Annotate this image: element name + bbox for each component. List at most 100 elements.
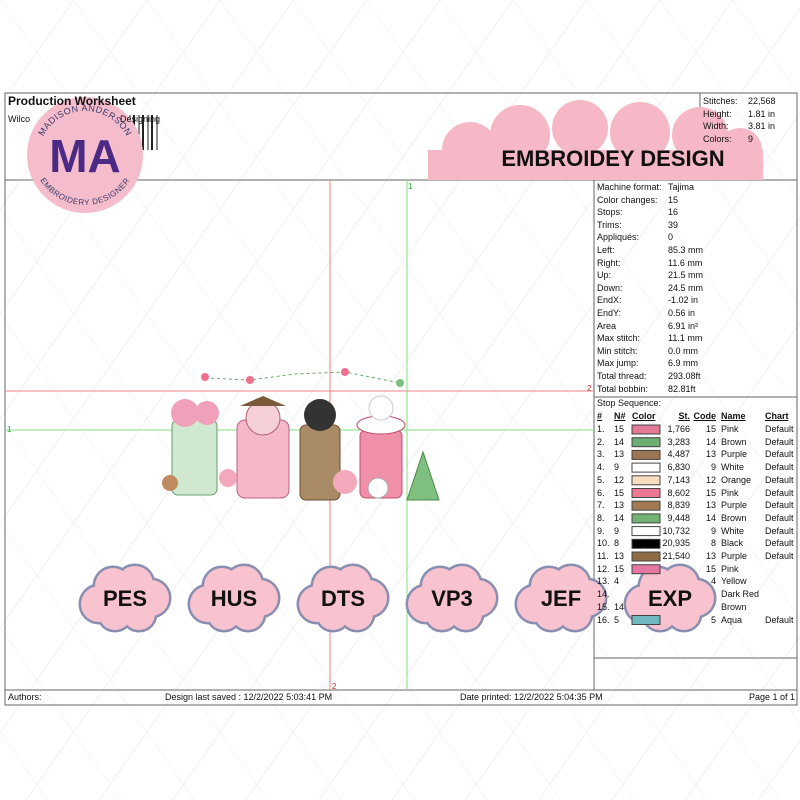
row-stitches: 8,839	[667, 500, 690, 511]
color-swatch	[631, 538, 661, 549]
row-chart: Default	[765, 424, 794, 434]
summary-label: Colors:	[703, 133, 732, 144]
summary-label: Stitches:	[703, 96, 738, 106]
info-value: 21.5 mm	[668, 270, 704, 281]
info-label: Trims:	[597, 219, 622, 230]
info-label: Max stitch:	[597, 333, 641, 344]
info-value: 24.5 mm	[668, 282, 704, 293]
row-chart: Default	[765, 449, 794, 460]
row-code: 14	[705, 436, 716, 447]
row-num: 15.	[597, 601, 610, 612]
info-value: 6.91 in²	[668, 320, 699, 331]
row-chart: Default	[765, 436, 794, 447]
row-name: Dark Red	[721, 589, 760, 600]
format-label: EXP	[648, 586, 692, 611]
info-label: Up:	[597, 270, 612, 281]
row-needle: 14	[614, 601, 625, 612]
row-num: 11.	[597, 551, 609, 561]
row-name: Pink	[721, 487, 739, 498]
table-header: Code	[693, 411, 717, 421]
row-stitches: 6,830	[667, 462, 690, 473]
row-num: 3.	[597, 449, 605, 460]
info-value: -1.02 in	[668, 295, 699, 306]
format-label: DTS	[321, 586, 365, 611]
row-num: 6.	[597, 487, 605, 498]
info-value: 0.56 in	[668, 308, 696, 318]
row-code: 14	[705, 512, 716, 523]
format-badge: EXP	[623, 563, 717, 633]
row-stitches: 10,732	[662, 525, 690, 536]
info-label: Right:	[597, 257, 621, 268]
color-swatch	[631, 526, 661, 537]
row-code: 13	[705, 449, 716, 460]
row-num: 2.	[597, 436, 605, 447]
table-header: St.	[678, 411, 690, 421]
color-swatch	[631, 551, 661, 562]
summary-label: Width:	[703, 121, 729, 131]
row-needle: 13	[614, 551, 625, 561]
row-needle: 13	[614, 449, 625, 460]
row-name: Brown	[721, 436, 747, 447]
row-needle: 13	[614, 500, 625, 511]
row-code: 5	[710, 614, 716, 625]
info-label: Stops:	[597, 207, 623, 218]
row-stitches: 3,283	[667, 436, 690, 447]
row-num: 14.	[597, 589, 610, 600]
row-name: Black	[721, 538, 744, 549]
info-value: 16	[668, 207, 679, 218]
row-chart: Default	[765, 538, 794, 549]
header-subtitle: Wilco	[8, 114, 30, 124]
row-needle: 5	[614, 614, 620, 625]
row-chart: Default	[765, 512, 794, 523]
row-name: Yellow	[721, 576, 747, 587]
table-header: Color	[632, 411, 656, 421]
footer-printed: Date printed: 12/2/2022 5:04:35 PM	[460, 692, 603, 702]
row-num: 13.	[597, 576, 610, 587]
table-title: Stop Sequence:	[597, 398, 662, 408]
row-needle: 14	[614, 436, 625, 447]
row-needle: 15	[614, 424, 625, 434]
color-swatch	[631, 564, 661, 575]
info-value: 85.3 mm	[668, 245, 704, 255]
format-badge: PES	[78, 563, 172, 633]
row-num: 7.	[597, 500, 605, 511]
table-header: Name	[721, 411, 746, 421]
info-value: 293.08ft	[668, 371, 701, 381]
row-code: 13	[705, 551, 716, 561]
row-stitches: 7,143	[667, 474, 690, 485]
info-label: Area	[597, 320, 617, 331]
crosshair-label: 1	[7, 425, 12, 434]
row-needle: 4	[614, 576, 620, 587]
row-num: 9.	[597, 525, 605, 536]
summary-value: 22,568	[748, 96, 776, 106]
format-badge: JEF	[514, 563, 608, 633]
row-num: 8.	[597, 512, 605, 523]
row-name: Purple	[721, 500, 748, 511]
row-name: Brown	[721, 601, 747, 612]
info-label: Left:	[597, 245, 615, 255]
row-chart: Default	[765, 551, 794, 561]
row-name: White	[721, 462, 745, 473]
row-stitches: 9,448	[667, 512, 690, 523]
format-badge: VP3	[405, 563, 499, 633]
banner-text: EMBROIDEY DESIGN	[501, 146, 724, 171]
row-name: White	[721, 525, 745, 536]
color-swatch	[631, 449, 661, 460]
row-stitches: 20,935	[662, 538, 690, 549]
row-stitches: 8,602	[667, 487, 690, 498]
row-code: 9	[710, 462, 716, 473]
info-label: EndX:	[597, 295, 622, 306]
footer-authors: Authors:	[8, 692, 42, 702]
crosshair-label: 2	[332, 682, 337, 691]
row-name: Purple	[721, 449, 748, 460]
info-value: Tajima	[668, 182, 695, 192]
info-label: Appliqués:	[597, 232, 640, 243]
row-code: 15	[705, 487, 716, 498]
color-swatch	[631, 615, 661, 625]
row-chart: Default	[765, 525, 794, 536]
info-label: Min stitch:	[597, 345, 638, 356]
color-swatch	[631, 462, 661, 473]
info-label: Machine format:	[597, 182, 662, 192]
info-value: 11.6 mm	[668, 257, 703, 268]
